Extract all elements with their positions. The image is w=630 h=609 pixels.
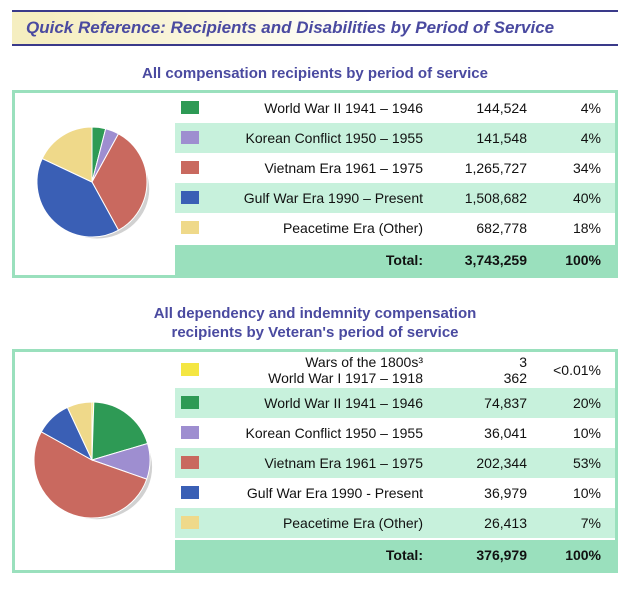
chart2-panel: Wars of the 1800s³World War I 1917 – 191… bbox=[12, 349, 618, 573]
row-percent: 18% bbox=[537, 220, 615, 236]
row-value: 3362 bbox=[437, 354, 537, 386]
row-label: World War II 1941 – 1946 bbox=[209, 395, 437, 411]
legend-swatch bbox=[181, 426, 199, 439]
row-label: Korean Conflict 1950 – 1955 bbox=[209, 425, 437, 441]
table-row: World War II 1941 – 194674,83720% bbox=[175, 388, 615, 418]
legend-swatch bbox=[181, 101, 199, 114]
table-row: Peacetime Era (Other)26,4137% bbox=[175, 508, 615, 538]
table-row: World War II 1941 – 1946144,5244% bbox=[175, 93, 615, 123]
total-label: Total: bbox=[209, 547, 437, 563]
row-percent: 4% bbox=[537, 100, 615, 116]
row-label: Gulf War Era 1990 - Present bbox=[209, 485, 437, 501]
row-value: 1,508,682 bbox=[437, 190, 537, 206]
row-value: 36,041 bbox=[437, 425, 537, 441]
row-percent: 10% bbox=[537, 425, 615, 441]
row-percent: 7% bbox=[537, 515, 615, 531]
chart1-panel: World War II 1941 – 1946144,5244%Korean … bbox=[12, 90, 618, 278]
row-percent: 10% bbox=[537, 485, 615, 501]
chart1-pie-wrap bbox=[15, 93, 175, 275]
legend-swatch bbox=[181, 396, 199, 409]
legend-swatch bbox=[181, 363, 199, 376]
row-percent: <0.01% bbox=[537, 362, 615, 378]
row-value: 36,979 bbox=[437, 485, 537, 501]
chart2-title: All dependency and indemnity compensatio… bbox=[12, 304, 618, 343]
row-percent: 34% bbox=[537, 160, 615, 176]
row-label: World War II 1941 – 1946 bbox=[209, 100, 437, 116]
legend-swatch bbox=[181, 456, 199, 469]
row-value: 141,548 bbox=[437, 130, 537, 146]
table-row: Peacetime Era (Other)682,77818% bbox=[175, 213, 615, 243]
table-row: Vietnam Era 1961 – 1975202,34453% bbox=[175, 448, 615, 478]
row-percent: 20% bbox=[537, 395, 615, 411]
table-row: Korean Conflict 1950 – 1955141,5484% bbox=[175, 123, 615, 153]
total-percent: 100% bbox=[537, 547, 615, 563]
chart1-pie bbox=[20, 114, 170, 254]
row-value: 26,413 bbox=[437, 515, 537, 531]
row-value: 202,344 bbox=[437, 455, 537, 471]
chart1-title: All compensation recipients by period of… bbox=[12, 64, 618, 84]
row-label: Peacetime Era (Other) bbox=[209, 515, 437, 531]
page-title: Quick Reference: Recipients and Disabili… bbox=[26, 18, 554, 37]
row-label: Wars of the 1800s³World War I 1917 – 191… bbox=[209, 354, 437, 386]
chart2-pie-wrap bbox=[15, 352, 175, 570]
chart2-table: Wars of the 1800s³World War I 1917 – 191… bbox=[175, 352, 615, 570]
legend-swatch bbox=[181, 548, 199, 561]
row-label: Peacetime Era (Other) bbox=[209, 220, 437, 236]
table-row: Vietnam Era 1961 – 19751,265,72734% bbox=[175, 153, 615, 183]
total-row: Total:3,743,259100% bbox=[175, 245, 615, 275]
legend-swatch bbox=[181, 486, 199, 499]
legend-swatch bbox=[181, 191, 199, 204]
legend-swatch bbox=[181, 253, 199, 266]
row-percent: 4% bbox=[537, 130, 615, 146]
legend-swatch bbox=[181, 221, 199, 234]
row-percent: 40% bbox=[537, 190, 615, 206]
legend-swatch bbox=[181, 516, 199, 529]
table-row: Gulf War Era 1990 - Present36,97910% bbox=[175, 478, 615, 508]
chart1-table: World War II 1941 – 1946144,5244%Korean … bbox=[175, 93, 615, 275]
table-row: Gulf War Era 1990 – Present1,508,68240% bbox=[175, 183, 615, 213]
table-row: Wars of the 1800s³World War I 1917 – 191… bbox=[175, 352, 615, 388]
row-label: Gulf War Era 1990 – Present bbox=[209, 190, 437, 206]
row-value: 144,524 bbox=[437, 100, 537, 116]
total-label: Total: bbox=[209, 252, 437, 268]
legend-swatch bbox=[181, 131, 199, 144]
row-percent: 53% bbox=[537, 455, 615, 471]
total-value: 3,743,259 bbox=[437, 252, 537, 268]
chart2-pie bbox=[20, 386, 170, 536]
row-label: Vietnam Era 1961 – 1975 bbox=[209, 160, 437, 176]
row-value: 682,778 bbox=[437, 220, 537, 236]
row-value: 74,837 bbox=[437, 395, 537, 411]
legend-swatch bbox=[181, 161, 199, 174]
row-label: Korean Conflict 1950 – 1955 bbox=[209, 130, 437, 146]
row-value: 1,265,727 bbox=[437, 160, 537, 176]
total-value: 376,979 bbox=[437, 547, 537, 563]
page-title-bar: Quick Reference: Recipients and Disabili… bbox=[12, 10, 618, 46]
total-percent: 100% bbox=[537, 252, 615, 268]
row-label: Vietnam Era 1961 – 1975 bbox=[209, 455, 437, 471]
table-row: Korean Conflict 1950 – 195536,04110% bbox=[175, 418, 615, 448]
total-row: Total:376,979100% bbox=[175, 540, 615, 570]
